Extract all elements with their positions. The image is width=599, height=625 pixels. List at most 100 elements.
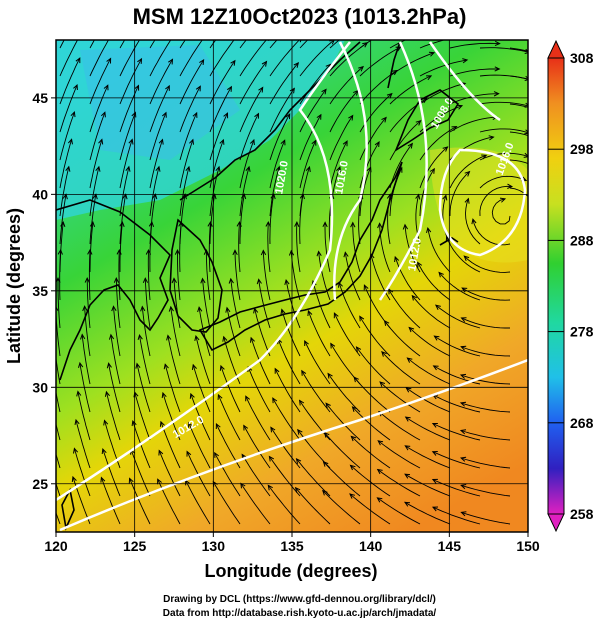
streamline (179, 112, 198, 161)
streamline (509, 159, 528, 164)
streamline (384, 320, 421, 357)
streamline-arrow (228, 277, 234, 284)
streamline-arrow (215, 422, 221, 430)
streamline (57, 278, 61, 329)
streamline (491, 198, 511, 225)
streamline-arrow (383, 319, 390, 326)
streamline-arrow (230, 59, 236, 66)
isobar-label: 1012.0 (406, 237, 424, 272)
streamline (479, 175, 527, 189)
streamline-arrow (381, 350, 387, 357)
streamline-arrow (342, 140, 348, 147)
colorbar: 308 298 288 278 268 258 (547, 39, 594, 533)
streamline (56, 390, 61, 413)
streamline (269, 194, 275, 245)
streamline (449, 171, 470, 217)
streamline (72, 476, 91, 525)
streamline-arrow (407, 142, 414, 149)
streamline-arrow (78, 31, 82, 36)
streamline-arrow (185, 165, 191, 172)
streamline (299, 89, 327, 133)
streamline-arrow (161, 391, 167, 399)
streamline-arrow (87, 248, 93, 255)
streamline (254, 308, 271, 357)
streamline-arrow (174, 7, 179, 12)
streamline-arrow (250, 336, 255, 343)
streamline (333, 313, 361, 357)
streamline-arrow (261, 60, 268, 67)
streamline-arrow (321, 88, 327, 95)
streamline-arrow (166, 334, 172, 341)
streamline-arrow (67, 138, 73, 145)
streamline-arrow (297, 428, 303, 435)
coastline-segment (61, 487, 75, 531)
streamline (56, 422, 61, 441)
streamline (59, 194, 67, 245)
streamline-arrow (161, 111, 167, 118)
streamline-arrow (524, 129, 528, 135)
coastline-segment (198, 161, 403, 352)
streamline (277, 338, 301, 385)
streamline (220, 365, 241, 413)
streamline (89, 139, 103, 189)
isobar (438, 148, 527, 257)
streamline (379, 223, 391, 273)
streamline (446, 236, 481, 273)
streamline (100, 477, 121, 525)
streamline-arrow (284, 278, 290, 286)
streamline-arrow (411, 294, 418, 301)
streamline (472, 219, 511, 246)
streamline-arrow (431, 451, 438, 456)
coastline (56, 41, 460, 531)
streamline (75, 419, 91, 469)
streamline (239, 139, 255, 189)
streamline-arrow (395, 46, 402, 52)
streamline-arrow (148, 220, 155, 227)
streamline (389, 52, 435, 77)
isobar (378, 41, 428, 301)
streamline-arrow (274, 367, 280, 374)
streamline (325, 403, 361, 441)
streamline (119, 40, 126, 49)
streamline-arrow (145, 248, 152, 255)
streamline (177, 250, 181, 301)
streamline-arrow (350, 221, 356, 228)
streamline (149, 40, 172, 77)
streamline (461, 287, 511, 301)
streamline-arrow (272, 397, 278, 404)
streamline-arrow (109, 32, 113, 37)
streamline-arrow (431, 478, 438, 484)
streamline-arrow (215, 165, 221, 172)
streamline-arrow (391, 69, 398, 76)
streamline (281, 309, 301, 357)
streamline-arrow (254, 112, 260, 119)
streamline-arrow (432, 365, 439, 371)
streamline-arrow (433, 335, 440, 341)
streamline-arrow (323, 431, 330, 438)
streamline-arrow (336, 166, 341, 173)
streamline (269, 88, 295, 133)
y-tick-label: 45 (32, 90, 48, 106)
streamline-arrow (163, 363, 169, 370)
streamline (460, 402, 511, 413)
streamline (119, 139, 133, 189)
streamline-arrow (462, 58, 469, 64)
streamline (212, 481, 241, 525)
streamline-arrow (236, 9, 241, 14)
streamline-arrow (402, 223, 409, 230)
streamline (173, 278, 181, 329)
streamline-arrow (186, 450, 192, 457)
streamline (59, 249, 62, 301)
streamline-arrow (405, 387, 412, 393)
streamline (119, 166, 130, 217)
streamline-arrow (113, 277, 120, 283)
streamline (158, 450, 181, 497)
streamline (84, 306, 91, 357)
streamline (435, 304, 481, 329)
streamline-arrow (214, 451, 219, 458)
streamline-arrow (293, 62, 300, 68)
streamline-arrow (84, 276, 90, 283)
streamline (359, 316, 391, 357)
streamline (269, 456, 301, 497)
streamline (89, 85, 109, 133)
